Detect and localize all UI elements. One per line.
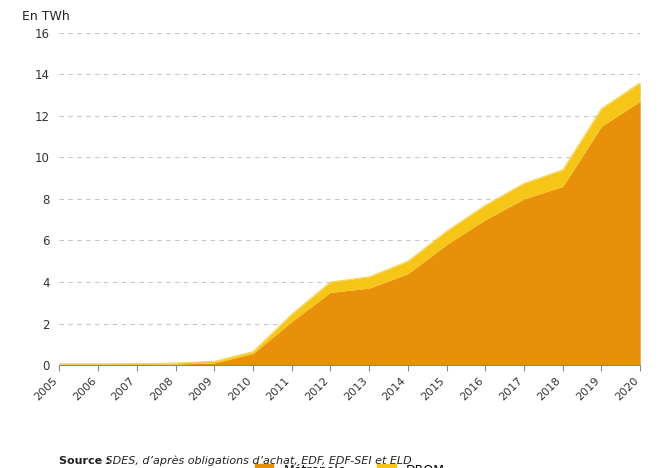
Legend: Métropole, DROM: Métropole, DROM <box>255 464 445 468</box>
Text: En TWh: En TWh <box>22 10 69 23</box>
Text: SDES, d’après obligations d’achat, EDF, EDF-SEI et ELD: SDES, d’après obligations d’achat, EDF, … <box>102 455 412 466</box>
Text: Source :: Source : <box>59 456 111 466</box>
